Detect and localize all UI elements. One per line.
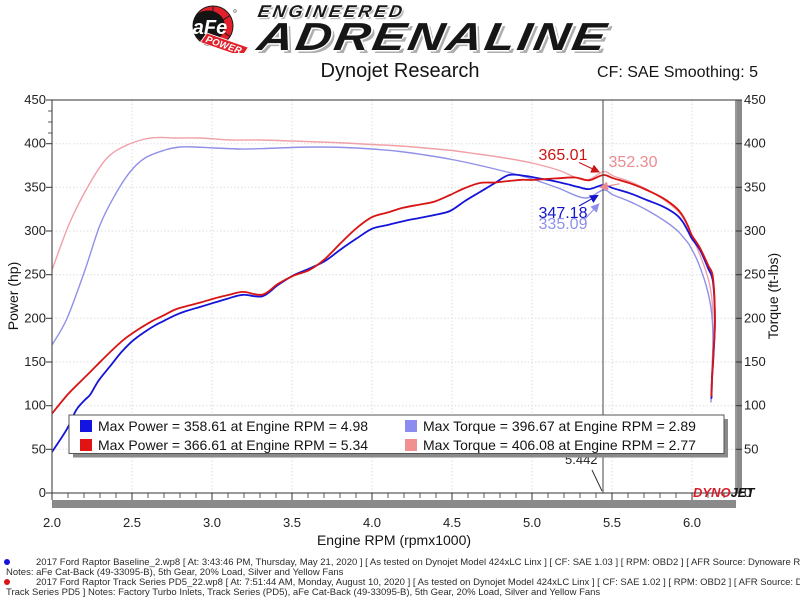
- svg-text:150: 150: [744, 354, 766, 369]
- svg-text:50: 50: [744, 441, 758, 456]
- svg-text:DYNOJET: DYNOJET: [693, 485, 755, 500]
- svg-text:50: 50: [32, 441, 46, 456]
- svg-text:2.5: 2.5: [123, 515, 141, 530]
- svg-text:4.5: 4.5: [443, 515, 461, 530]
- svg-text:365.01: 365.01: [539, 147, 588, 164]
- svg-text:Max Power = 366.61 at Engine R: Max Power = 366.61 at Engine RPM = 5.34: [98, 437, 368, 453]
- svg-text:Torque (ft-lbs): Torque (ft-lbs): [765, 253, 781, 339]
- svg-text:350: 350: [744, 179, 766, 194]
- svg-text:6.0: 6.0: [683, 515, 701, 530]
- svg-text:250: 250: [24, 267, 46, 282]
- svg-text:100: 100: [24, 398, 46, 413]
- svg-text:3.5: 3.5: [283, 515, 301, 530]
- svg-text:5.0: 5.0: [523, 515, 541, 530]
- svg-text:300: 300: [24, 223, 46, 238]
- svg-text:300: 300: [744, 223, 766, 238]
- svg-text:Max Torque = 406.08 at Engine: Max Torque = 406.08 at Engine RPM = 2.77: [423, 437, 696, 453]
- svg-text:150: 150: [24, 354, 46, 369]
- svg-text:2.0: 2.0: [43, 515, 61, 530]
- svg-text:Engine RPM (rpmx1000): Engine RPM (rpmx1000): [317, 532, 471, 548]
- svg-text:450: 450: [744, 92, 766, 107]
- svg-text:100: 100: [744, 398, 766, 413]
- svg-text:335.09: 335.09: [539, 216, 588, 233]
- svg-text:400: 400: [744, 136, 766, 151]
- svg-text:5.5: 5.5: [603, 515, 621, 530]
- svg-text:352.30: 352.30: [609, 154, 658, 171]
- svg-text:250: 250: [744, 267, 766, 282]
- svg-text:Power (hp): Power (hp): [5, 262, 21, 330]
- svg-text:400: 400: [24, 136, 46, 151]
- svg-text:4.0: 4.0: [363, 515, 381, 530]
- svg-text:Max Power = 358.61 at Engine R: Max Power = 358.61 at Engine RPM = 4.98: [98, 418, 368, 434]
- svg-text:200: 200: [24, 310, 46, 325]
- svg-text:450: 450: [24, 92, 46, 107]
- svg-text:3.0: 3.0: [203, 515, 221, 530]
- svg-text:0: 0: [39, 485, 46, 500]
- svg-text:350: 350: [24, 179, 46, 194]
- svg-text:200: 200: [744, 310, 766, 325]
- svg-text:Max Torque = 396.67 at Engine: Max Torque = 396.67 at Engine RPM = 2.89: [423, 418, 696, 434]
